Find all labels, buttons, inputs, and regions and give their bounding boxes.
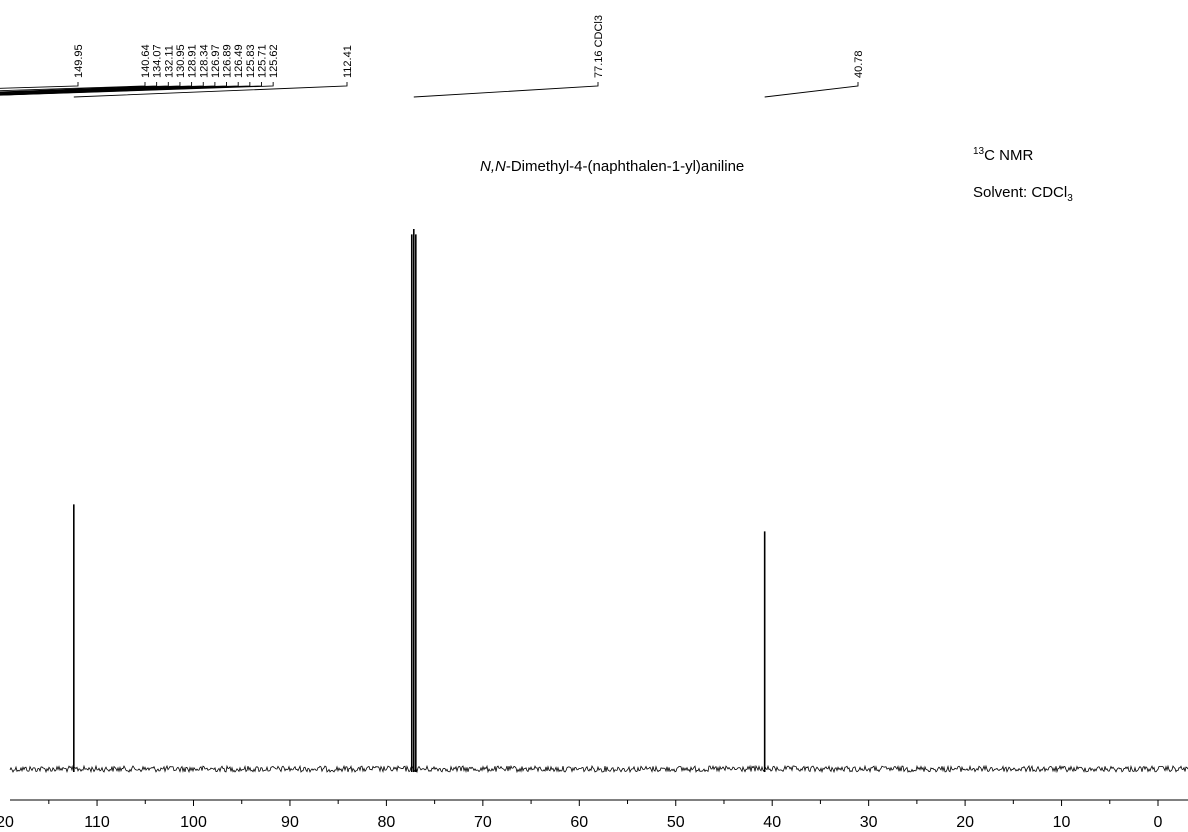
title-italic-prefix: N,N (480, 158, 506, 175)
peak-label-connector (0, 82, 204, 95)
peak-label-125.62: 125.62 (268, 44, 280, 78)
solvent-text: Solvent: CDCl (973, 184, 1068, 201)
baseline-noise (9, 764, 1188, 774)
peak-label-connector (0, 82, 158, 93)
x-tick-label-0: 0 (1154, 814, 1163, 831)
peak-label-connector (413, 82, 599, 98)
solvent-label: Solvent: CDCl3 (973, 184, 1073, 204)
peak-label-connector (73, 82, 348, 98)
peak-label-140.64: 140.64 (140, 44, 152, 78)
x-tick-label-90: 90 (281, 814, 299, 831)
x-tick-label-80: 80 (378, 814, 396, 831)
peak-label-125.83: 125.83 (245, 44, 257, 78)
peak-label-132.11: 132.11 (163, 45, 175, 78)
x-tick-label-70: 70 (474, 814, 492, 831)
x-tick-label-120: 120 (0, 814, 14, 831)
peak-label-125.71: 125.71 (257, 44, 269, 78)
peak-label-77.16: 77.16 CDCl3 (593, 15, 605, 78)
title-rest: -Dimethyl-4-(naphthalen-1-yl)aniline (505, 158, 745, 175)
x-tick-label-110: 110 (84, 814, 110, 831)
x-tick-label-20: 20 (956, 814, 974, 831)
x-tick-label-10: 10 (1053, 814, 1071, 831)
x-tick-label-100: 100 (180, 814, 207, 831)
nmr-mass-number: 13 (973, 146, 985, 157)
nmr-type-label: 13C NMR (973, 146, 1033, 164)
peak-label-149.95: 149.95 (73, 44, 85, 78)
peak-label-134.07: 134.07 (152, 44, 164, 78)
peak-label-connector (0, 82, 79, 89)
solvent-subscript: 3 (1067, 193, 1073, 204)
peak-label-112.41: 112.41 (342, 45, 354, 78)
peak-label-126.97: 126.97 (210, 44, 222, 78)
peak-label-126.49: 126.49 (233, 44, 245, 78)
peak-label-130.95: 130.95 (175, 44, 187, 78)
x-tick-label-50: 50 (667, 814, 685, 831)
peak-label-126.89: 126.89 (222, 44, 234, 78)
x-tick-label-60: 60 (570, 814, 588, 831)
peak-label-connector (0, 82, 274, 96)
peak-label-connector (0, 82, 181, 94)
peak-label-40.78: 40.78 (853, 50, 865, 78)
peak-label-connector (764, 82, 859, 98)
x-tick-label-40: 40 (763, 814, 781, 831)
nmr-text: C NMR (984, 147, 1034, 164)
peak-label-128.34: 128.34 (198, 44, 210, 78)
peak-label-128.91: 128.91 (187, 44, 199, 78)
compound-title: N,N-Dimethyl-4-(naphthalen-1-yl)aniline (480, 158, 744, 175)
x-tick-label-30: 30 (860, 814, 878, 831)
